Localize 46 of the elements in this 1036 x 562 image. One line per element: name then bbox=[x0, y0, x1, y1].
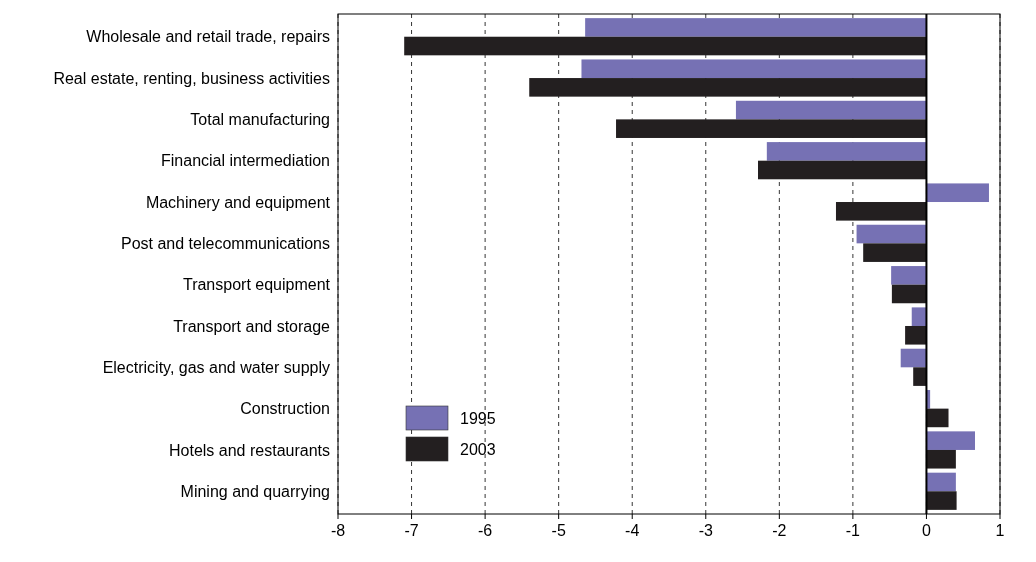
y-tick-label: Electricity, gas and water supply bbox=[102, 358, 330, 376]
bar bbox=[863, 243, 927, 262]
bar bbox=[856, 224, 927, 244]
bar bbox=[735, 100, 927, 120]
y-tick-label: Financial intermediation bbox=[161, 152, 330, 170]
x-tick-label: -1 bbox=[845, 522, 861, 539]
y-tick-label: Transport and storage bbox=[173, 317, 331, 335]
x-tick-label: -4 bbox=[625, 522, 640, 539]
x-tick-label: -8 bbox=[330, 522, 346, 539]
bar bbox=[900, 348, 927, 368]
bar bbox=[529, 78, 927, 97]
bar bbox=[926, 472, 956, 492]
legend-label: 2003 bbox=[460, 440, 496, 458]
bar bbox=[891, 284, 927, 304]
bar bbox=[404, 36, 927, 56]
bar bbox=[926, 491, 957, 510]
x-tick-label: 1 bbox=[995, 522, 1005, 539]
y-tick-label: Transport equipment bbox=[182, 276, 331, 294]
y-tick-label: Post and telecommunications bbox=[121, 234, 330, 252]
bar bbox=[926, 449, 956, 469]
bar bbox=[585, 18, 927, 37]
bar bbox=[926, 183, 989, 203]
legend-label: 1995 bbox=[460, 409, 496, 427]
y-tick-label: Total manufacturing bbox=[190, 110, 330, 128]
y-tick-label: Construction bbox=[240, 400, 330, 418]
y-tick-label: Wholesale and retail trade, repairs bbox=[86, 28, 330, 46]
bar bbox=[891, 266, 927, 285]
bar bbox=[766, 142, 927, 161]
x-tick-label: -6 bbox=[477, 522, 493, 539]
bar bbox=[905, 325, 927, 345]
bar bbox=[581, 59, 927, 79]
x-tick-label: -7 bbox=[404, 522, 419, 539]
bar bbox=[758, 160, 927, 180]
bar bbox=[835, 202, 927, 221]
y-tick-label: Machinery and equipment bbox=[145, 193, 331, 211]
x-tick-label: -3 bbox=[698, 522, 713, 539]
y-tick-label: Mining and quarrying bbox=[180, 482, 330, 500]
x-tick-label: -2 bbox=[772, 522, 787, 539]
bar bbox=[926, 431, 975, 450]
y-tick-label: Real estate, renting, business activities bbox=[53, 69, 330, 87]
bar bbox=[926, 408, 949, 428]
bar bbox=[616, 119, 927, 138]
x-tick-label: -5 bbox=[551, 522, 566, 539]
x-tick-label: 0 bbox=[921, 522, 931, 539]
bar bbox=[911, 307, 927, 326]
y-tick-label: Hotels and restaurants bbox=[169, 441, 330, 459]
